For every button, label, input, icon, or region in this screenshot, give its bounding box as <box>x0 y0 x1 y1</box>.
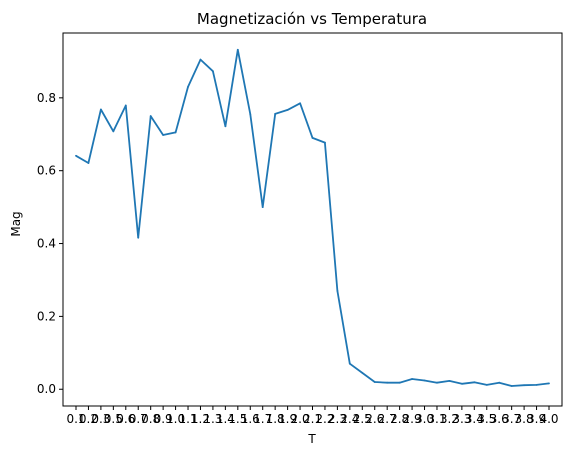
data-point <box>124 104 127 107</box>
data-point <box>348 362 351 365</box>
x-tick-label: 1.2 <box>191 412 210 426</box>
y-tick-label: 0.8 <box>37 91 56 105</box>
data-point <box>411 378 413 380</box>
data-point <box>149 115 152 117</box>
data-point <box>112 130 115 133</box>
data-point <box>373 381 376 383</box>
data-point <box>187 86 189 88</box>
x-tick-label: 2.9 <box>403 412 422 426</box>
x-tick-label: 1.6 <box>241 412 260 426</box>
data-point <box>274 112 277 115</box>
x-tick-label: 0.5 <box>104 412 123 426</box>
x-axis-label: T <box>307 432 316 446</box>
x-tick-label: 0.6 <box>116 412 135 426</box>
x-tick-label: 1.7 <box>253 412 272 426</box>
data-point <box>535 383 538 386</box>
y-axis-label: Mag <box>9 211 23 236</box>
data-point <box>261 206 264 209</box>
x-tick-label: 0.3 <box>91 412 110 426</box>
x-tick-label: 3.3 <box>452 412 471 426</box>
x-tick-label: 0.1 <box>66 412 85 426</box>
x-tick-label: 1.9 <box>278 412 297 426</box>
x-tick-label: 0.9 <box>154 412 173 426</box>
data-point <box>336 289 339 292</box>
x-tick-label: 3.9 <box>527 412 546 426</box>
data-point <box>324 141 326 144</box>
data-point <box>436 381 438 384</box>
x-tick-label: 2.0 <box>291 412 310 426</box>
x-tick-label: 2.4 <box>340 412 359 426</box>
x-tick-label: 2.3 <box>328 412 347 426</box>
data-point <box>498 381 501 384</box>
data-point <box>473 381 476 384</box>
data-point <box>174 131 177 134</box>
data-point <box>510 385 513 387</box>
chart-title: Magnetización vs Temperatura <box>197 10 427 28</box>
x-tick-label: 2.6 <box>365 412 384 426</box>
x-tick-label: 0.7 <box>129 412 148 426</box>
data-point <box>75 154 77 157</box>
series-line <box>75 48 550 387</box>
x-tick-label: 0.2 <box>79 412 98 426</box>
axes-frame <box>62 32 563 407</box>
data-point <box>199 58 202 61</box>
data-point <box>99 108 102 111</box>
x-tick-label: 3.2 <box>440 412 459 426</box>
y-tick-label: 0.4 <box>37 237 56 251</box>
data-point <box>448 379 451 382</box>
data-point <box>212 70 214 73</box>
data-point <box>249 113 252 116</box>
data-point <box>137 236 140 239</box>
data-point <box>162 134 165 136</box>
x-tick-label: 4.0 <box>539 412 558 426</box>
x-tick-label: 3.7 <box>502 412 521 426</box>
x-tick-label: 1.5 <box>228 412 247 426</box>
plot-area: 0.00.20.40.60.80.10.20.30.50.60.70.80.91… <box>37 32 563 426</box>
x-tick-label: 2.2 <box>315 412 334 426</box>
x-tick-label: 3.6 <box>490 412 509 426</box>
y-tick-label: 0.2 <box>37 309 56 323</box>
x-tick-label: 1.8 <box>266 412 285 426</box>
data-point <box>548 382 550 385</box>
x-tick-label: 3.4 <box>465 412 484 426</box>
x-tick-label: 1.1 <box>178 412 197 426</box>
x-tick-label: 3.1 <box>427 412 446 426</box>
x-tick-label: 2.5 <box>353 412 372 426</box>
data-point <box>485 383 488 386</box>
x-tick-label: 3.8 <box>515 412 534 426</box>
data-point <box>386 381 389 384</box>
x-tick-label: 2.1 <box>303 412 322 426</box>
x-tick-label: 0.8 <box>141 412 160 426</box>
data-point <box>87 162 90 164</box>
data-point <box>224 125 227 128</box>
data-point <box>523 384 526 387</box>
data-point <box>423 379 426 382</box>
x-tick-label: 1.3 <box>203 412 222 426</box>
x-tick-label: 3.0 <box>415 412 434 426</box>
x-tick-label: 1.0 <box>166 412 185 426</box>
x-tick-label: 1.4 <box>216 412 235 426</box>
data-point <box>236 48 239 51</box>
x-tick-label: 2.8 <box>390 412 409 426</box>
y-tick-label: 0.0 <box>37 382 56 396</box>
data-point <box>398 381 401 384</box>
x-tick-label: 2.7 <box>378 412 397 426</box>
x-tick-label: 3.5 <box>477 412 496 426</box>
data-point <box>361 371 364 374</box>
data-point <box>286 108 289 111</box>
data-point <box>311 137 314 139</box>
data-point <box>460 382 463 385</box>
y-tick-label: 0.6 <box>37 164 56 178</box>
data-point <box>299 102 301 105</box>
